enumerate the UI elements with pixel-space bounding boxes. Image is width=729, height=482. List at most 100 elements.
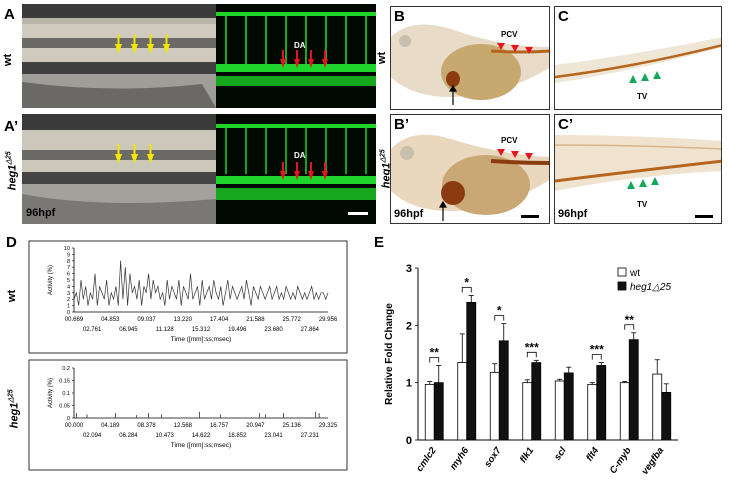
row-label-d-mutant: heg1△25 — [7, 389, 21, 429]
d-wt-ytick: 1 — [67, 304, 70, 310]
d-mut-xtick-top: 04.189 — [101, 423, 120, 429]
d-mut-ytick: 0.05 — [59, 404, 70, 410]
e-category-label: flk1 — [518, 445, 536, 465]
image-a-brightfield-wt — [22, 4, 216, 108]
d-wt-ytick: 6 — [67, 272, 70, 278]
d-wt-xtick-bottom: 06.945 — [119, 327, 138, 333]
e-bar-mutant — [628, 339, 639, 441]
d-wt-ytick: 0 — [67, 310, 70, 316]
d-wt-xlabel: Time ([mm]:ss;msec) — [171, 336, 231, 343]
e-category-label: myh6 — [448, 445, 472, 472]
e-significance-label: ** — [430, 345, 440, 359]
d-mut-xtick-top: 29.325 — [319, 423, 338, 429]
d-wt-ytick: 2 — [67, 297, 70, 303]
e-category-label: scl — [552, 445, 569, 462]
e-bar-mutant — [661, 392, 672, 441]
e-bar-wt — [619, 382, 630, 441]
panel-label-b: B — [394, 8, 405, 25]
scale-bar-b — [521, 215, 539, 218]
d-mut-xtick-top: 25.136 — [283, 423, 302, 429]
panel-label-a-prime: A’ — [4, 118, 19, 135]
d-wt-series — [73, 260, 329, 306]
e-significance-bracket — [624, 324, 635, 330]
image-b-prime-mutant: PCV — [390, 114, 550, 224]
e-bar-wt — [424, 383, 435, 441]
e-category-label: sox7 — [482, 445, 504, 470]
e-significance-bracket — [494, 315, 505, 321]
d-mut-xtick-top: 12.568 — [174, 423, 193, 429]
e-bar-mutant — [531, 362, 542, 441]
e-bar-mutant — [498, 340, 509, 441]
label-da-wt: DA — [294, 41, 306, 50]
panel-label-a: A — [4, 6, 15, 23]
e-significance-label: * — [464, 276, 469, 290]
e-category-label: vegfba — [640, 445, 667, 476]
d-wt-xtick-bottom: 27.864 — [301, 327, 320, 333]
label-tv-wt: TV — [637, 92, 648, 101]
e-significance-label: *** — [525, 340, 539, 354]
d-mut-ytick: 0.2 — [62, 366, 70, 372]
panel-label-c: C — [558, 8, 569, 25]
panel-label-d: D — [6, 234, 17, 251]
d-mut-xtick-top: 00.000 — [65, 423, 84, 429]
scale-bar-c — [695, 215, 713, 218]
e-ytick: 3 — [406, 263, 412, 275]
d-mut-ytick: 0.15 — [59, 379, 70, 385]
image-a-prime-gfp-mutant: DA — [216, 114, 376, 224]
d-wt-xtick-top: 13.220 — [174, 317, 193, 323]
d-mut-ylabel: Activity (%) — [48, 378, 54, 408]
d-wt-ytick: 9 — [67, 252, 70, 258]
e-significance-bracket — [429, 357, 440, 363]
d-mut-xtick-bottom: 14.622 — [192, 433, 211, 439]
d-mut-xtick-bottom: 23.041 — [264, 433, 283, 439]
stage-label-b: 96hpf — [394, 208, 424, 220]
panel-label-e: E — [374, 234, 385, 251]
label-tv-mutant: TV — [637, 200, 648, 209]
e-legend-mutant-swatch — [617, 281, 627, 291]
image-b-wt: PCV — [390, 6, 550, 110]
e-category-label: cmlc2 — [414, 445, 439, 474]
e-ytick: 2 — [406, 320, 412, 332]
d-wt-ytick: 4 — [67, 284, 70, 290]
e-bar-mutant — [563, 372, 574, 441]
d-mut-xtick-top: 20.947 — [246, 423, 265, 429]
e-bar-wt — [587, 383, 598, 441]
row-label-b-wt: wt — [376, 51, 389, 65]
e-legend-wt-swatch — [617, 267, 627, 277]
d-wt-ytick: 7 — [67, 265, 70, 271]
label-pcv-wt: PCV — [501, 30, 518, 39]
d-wt-xtick-bottom: 11.128 — [156, 327, 175, 333]
d-wt-ytick: 10 — [64, 246, 70, 252]
row-label-d-wt: wt — [6, 289, 19, 303]
e-bar-mutant — [596, 365, 607, 441]
e-ytick: 0 — [406, 435, 412, 447]
e-bar-wt — [489, 371, 500, 441]
d-mut-xtick-bottom: 18.852 — [228, 433, 247, 439]
label-da-mutant: DA — [294, 151, 306, 160]
d-mut-xtick-bottom: 06.284 — [119, 433, 138, 439]
e-category-label: C-myb — [608, 445, 634, 476]
d-mut-xtick-bottom: 02.094 — [83, 433, 102, 439]
d-mut-xtick-top: 08.378 — [137, 423, 156, 429]
e-significance-label: * — [497, 304, 502, 318]
e-bar-wt — [522, 382, 533, 441]
e-significance-bracket — [461, 287, 472, 293]
d-mut-xtick-bottom: 10.473 — [156, 433, 175, 439]
e-significance-bracket — [526, 351, 537, 358]
image-c-prime-mutant: TV — [554, 114, 722, 224]
d-mut-xtick-top: 16.757 — [210, 423, 229, 429]
e-significance-label: ** — [625, 313, 635, 327]
d-wt-xtick-top: 17.404 — [210, 317, 229, 323]
d-mut-xtick-bottom: 27.231 — [301, 433, 320, 439]
image-a-gfp-wt: DA — [216, 4, 376, 108]
d-wt-xtick-bottom: 19.496 — [228, 327, 247, 333]
d-wt-xtick-bottom: 02.761 — [83, 327, 102, 333]
d-wt-xtick-top: 00.669 — [65, 317, 84, 323]
scale-bar-a — [348, 212, 368, 215]
e-bar-mutant — [433, 382, 444, 441]
e-significance-bracket — [591, 354, 602, 360]
row-label-a-wt: wt — [2, 53, 15, 67]
d-wt-ytick: 3 — [67, 291, 70, 297]
image-a-prime-brightfield-mutant — [22, 114, 216, 224]
